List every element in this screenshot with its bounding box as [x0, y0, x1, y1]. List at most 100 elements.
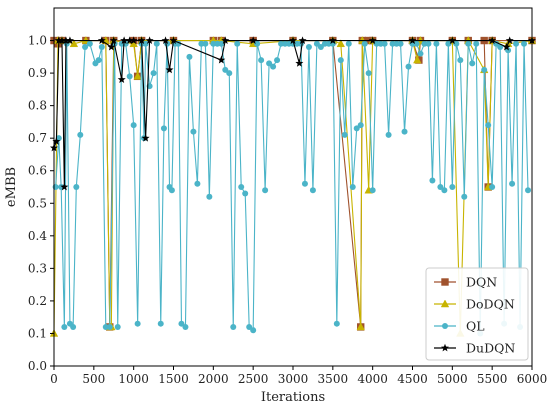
- data-point: [521, 40, 528, 47]
- data-point: [509, 180, 516, 187]
- legend-label: QL: [466, 319, 485, 334]
- data-point: [437, 184, 444, 190]
- data-point: [341, 131, 348, 138]
- data-point: [449, 184, 456, 190]
- data-point: [142, 40, 149, 47]
- data-point: [381, 40, 388, 47]
- data-point: [52, 184, 59, 190]
- data-point: [258, 57, 265, 64]
- data-point: [57, 36, 66, 44]
- data-point: [298, 36, 307, 44]
- data-point: [61, 323, 68, 330]
- data-point: [270, 63, 277, 70]
- legend-label: DoDQN: [466, 297, 515, 312]
- data-point: [441, 187, 448, 194]
- y-axis: 0.0 0.1 0.2 0.3 0.4 0.5 0.6 0.7 0.8 0.9 1.0: [28, 34, 54, 373]
- legend-marker: [441, 343, 449, 352]
- data-point: [107, 42, 116, 51]
- data-point: [336, 39, 346, 48]
- data-point: [65, 36, 74, 44]
- legend: DQN DoDQN QL DuDQN: [425, 267, 529, 361]
- data-point: [497, 44, 504, 51]
- data-point: [397, 40, 404, 47]
- data-point: [190, 128, 197, 135]
- data-point: [217, 55, 226, 64]
- data-point: [125, 36, 134, 44]
- data-point: [505, 36, 514, 44]
- legend-marker: [441, 278, 449, 286]
- data-point: [141, 133, 150, 142]
- x-tick-label: 0: [50, 372, 58, 386]
- legend-marker: [440, 299, 450, 308]
- data-point: [168, 187, 175, 194]
- data-point: [333, 320, 340, 327]
- data-point: [98, 44, 105, 51]
- data-point: [157, 320, 164, 327]
- data-point: [242, 190, 249, 197]
- data-point: [126, 73, 133, 80]
- y-tick-label: 0.8: [28, 99, 47, 113]
- series-layer: [49, 36, 537, 337]
- data-point: [309, 187, 316, 194]
- legend-item: QL: [434, 319, 485, 334]
- data-point: [349, 184, 356, 190]
- data-point: [485, 122, 492, 129]
- x-tick-label: 500: [82, 372, 105, 386]
- x-axis: 0 500 1000 1500 2000 2500 3000 3500 4000 4500 5000…: [50, 366, 547, 386]
- data-point: [234, 40, 241, 47]
- y-tick-label: 0.6: [28, 164, 47, 178]
- data-point: [369, 187, 376, 194]
- data-point: [413, 40, 420, 47]
- data-point: [222, 66, 229, 73]
- x-tick-label: 5500: [477, 372, 508, 386]
- data-point: [165, 65, 174, 74]
- legend-box: [425, 267, 529, 361]
- x-tick-label: 1000: [118, 372, 149, 386]
- data-point: [433, 40, 440, 47]
- data-point: [429, 177, 436, 184]
- data-point: [489, 184, 496, 190]
- data-point: [249, 36, 258, 44]
- data-point: [305, 44, 312, 51]
- data-point: [194, 180, 201, 187]
- data-point: [262, 187, 269, 194]
- data-point: [160, 125, 167, 132]
- y-tick-label: 0.9: [28, 66, 47, 80]
- data-point: [317, 44, 324, 51]
- data-point: [345, 40, 352, 47]
- x-tick-label: 4000: [357, 372, 388, 386]
- data-point: [60, 182, 69, 191]
- data-point: [221, 36, 230, 44]
- data-point: [52, 137, 61, 145]
- data-point: [114, 323, 121, 330]
- data-point: [513, 40, 520, 47]
- data-point: [417, 50, 424, 57]
- x-axis-label: Iterations: [261, 390, 325, 405]
- x-tick-label: 1500: [158, 372, 189, 386]
- data-point: [106, 323, 113, 330]
- data-point: [161, 36, 170, 44]
- y-tick-label: 0.7: [28, 131, 47, 145]
- data-point: [61, 36, 70, 44]
- data-point: [313, 40, 320, 47]
- data-point: [357, 122, 364, 129]
- data-point: [289, 36, 297, 44]
- data-point: [481, 66, 488, 73]
- data-point: [133, 71, 142, 80]
- legend-label: DQN: [466, 275, 497, 290]
- y-axis-label: eMBB: [4, 167, 19, 207]
- data-point: [130, 122, 137, 129]
- data-point: [254, 40, 261, 47]
- data-point: [137, 36, 146, 44]
- data-point: [178, 320, 185, 327]
- data-point: [337, 57, 344, 64]
- x-tick-label: 5000: [437, 372, 468, 386]
- data-point: [129, 36, 138, 44]
- data-point: [301, 180, 308, 187]
- x-tick-label: 4500: [397, 372, 428, 386]
- data-point: [134, 320, 141, 327]
- legend-item: DQN: [434, 275, 497, 290]
- y-tick-label: 0.5: [28, 196, 47, 210]
- data-point: [73, 184, 80, 190]
- data-point: [145, 36, 154, 44]
